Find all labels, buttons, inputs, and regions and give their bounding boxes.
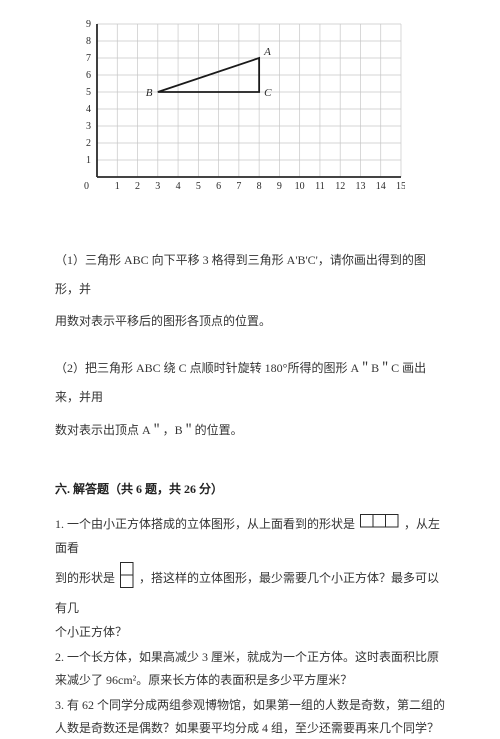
- q1-text-a: 1. 一个由小正方体搭成的立体图形，从上面看到的形状是: [55, 517, 355, 531]
- question-1-end: 个小正方体？: [55, 621, 445, 644]
- svg-text:8: 8: [86, 36, 91, 47]
- svg-text:4: 4: [86, 104, 91, 115]
- svg-text:8: 8: [257, 181, 262, 192]
- svg-text:12: 12: [335, 181, 345, 192]
- question-3: 3. 有 62 个同学分成两组参观博物馆，如果第一组的人数是奇数，第二组的人数是…: [55, 694, 445, 739]
- svg-text:9: 9: [277, 181, 282, 192]
- svg-text:B: B: [146, 87, 153, 99]
- question-1-cont: 到的形状是 ，搭这样的立体图形，最少需要几个小正方体？最多可以有几: [55, 562, 445, 620]
- coordinate-chart: 1234567891011121314151234567890ABC: [75, 20, 445, 221]
- svg-text:1: 1: [86, 155, 91, 166]
- svg-text:5: 5: [196, 181, 201, 192]
- section-6-header: 六. 解答题（共 6 题，共 26 分）: [55, 475, 445, 504]
- svg-text:6: 6: [216, 181, 221, 192]
- svg-text:11: 11: [315, 181, 325, 192]
- question-1: 1. 一个由小正方体搭成的立体图形，从上面看到的形状是 ，从左面看: [55, 513, 445, 559]
- svg-text:2: 2: [86, 138, 91, 149]
- svg-text:6: 6: [86, 70, 91, 81]
- svg-text:7: 7: [86, 53, 91, 64]
- svg-text:15: 15: [396, 181, 405, 192]
- svg-text:5: 5: [86, 87, 91, 98]
- top-view-shape-icon: [360, 514, 399, 537]
- svg-text:3: 3: [86, 121, 91, 132]
- svg-text:2: 2: [135, 181, 140, 192]
- problem-2-line-1: （2）把三角形 ABC 绕 C 点顺时针旋转 180°所得的图形 A＂B＂C 画…: [55, 354, 445, 412]
- q1-text-c: 到的形状是: [55, 571, 115, 585]
- svg-text:9: 9: [86, 20, 91, 30]
- svg-text:7: 7: [236, 181, 241, 192]
- svg-text:4: 4: [176, 181, 181, 192]
- svg-text:C: C: [264, 87, 272, 99]
- svg-text:10: 10: [295, 181, 305, 192]
- svg-text:3: 3: [155, 181, 160, 192]
- svg-text:1: 1: [115, 181, 120, 192]
- svg-text:0: 0: [84, 181, 89, 192]
- question-2: 2. 一个长方体，如果高减少 3 厘米，就成为一个正方体。这时表面积比原来减少了…: [55, 646, 445, 692]
- left-view-shape-icon: [120, 562, 134, 597]
- svg-text:A: A: [263, 46, 271, 58]
- svg-text:14: 14: [376, 181, 386, 192]
- problem-1-line-1: （1）三角形 ABC 向下平移 3 格得到三角形 A'B'C'，请你画出得到的图…: [55, 246, 445, 304]
- problem-2-line-2: 数对表示出顶点 A＂，B＂的位置。: [55, 416, 445, 445]
- svg-text:13: 13: [355, 181, 365, 192]
- problem-1-line-2: 用数对表示平移后的图形各顶点的位置。: [55, 307, 445, 336]
